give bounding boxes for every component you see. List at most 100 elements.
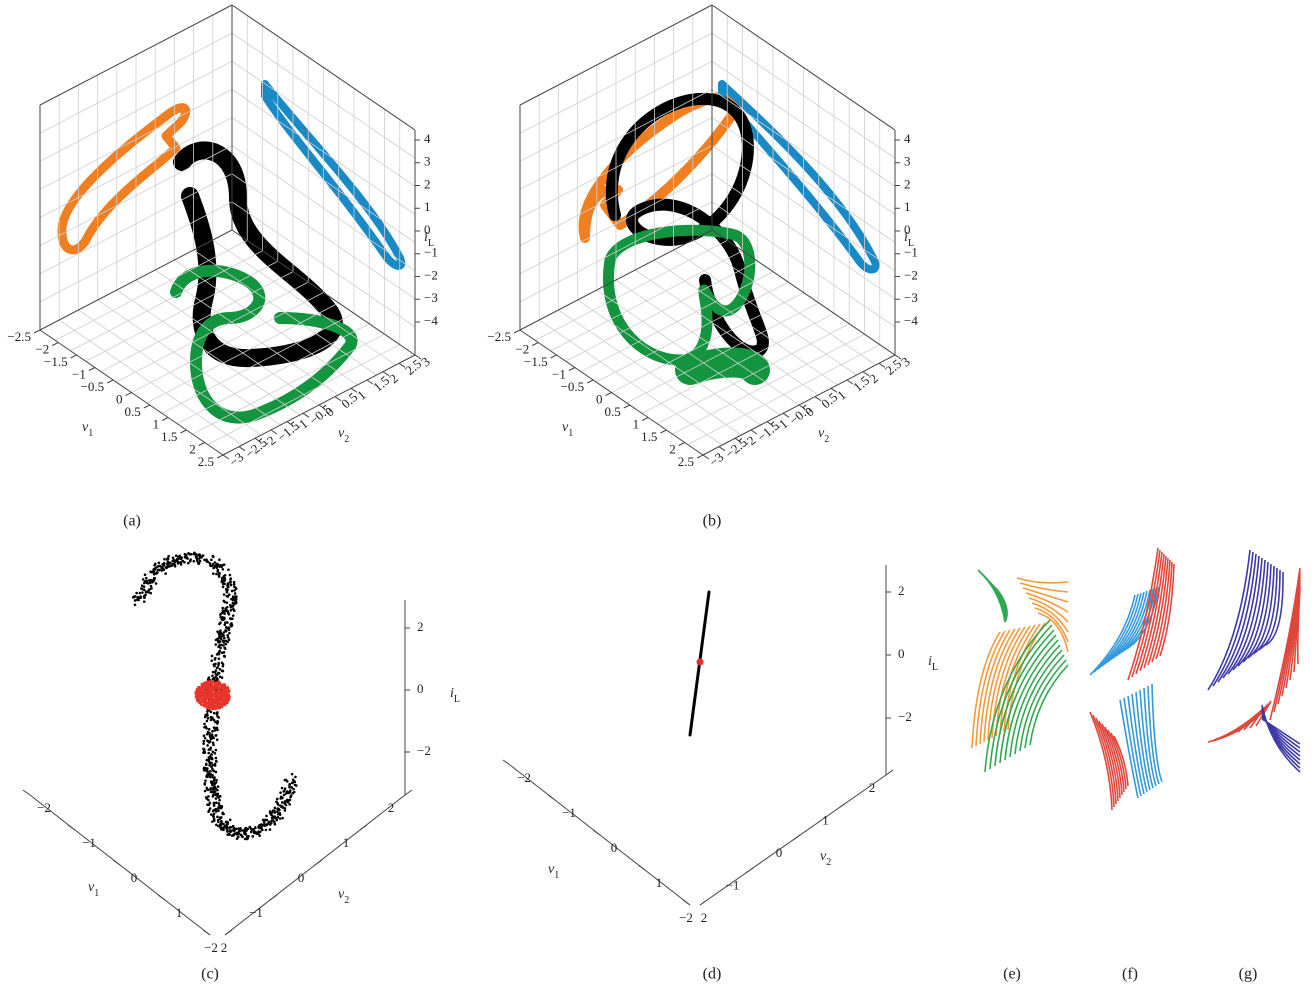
v1-tick-label: 0.5 — [125, 404, 141, 419]
point — [249, 826, 252, 829]
point — [224, 647, 227, 650]
point — [218, 799, 221, 802]
v1-tick-label: 1 — [656, 875, 663, 890]
point — [222, 634, 225, 637]
point — [221, 652, 224, 655]
point — [224, 703, 227, 706]
tick-mark — [162, 418, 168, 421]
point — [171, 564, 174, 567]
tick-mark — [199, 443, 205, 446]
point — [198, 700, 201, 703]
v2-tick-label: 0 — [298, 870, 305, 885]
point — [195, 695, 198, 698]
tick-mark — [551, 355, 557, 358]
point — [206, 788, 209, 791]
point — [269, 812, 272, 815]
v2-tick-label: 0 — [776, 845, 783, 860]
point — [205, 775, 208, 778]
point — [144, 573, 147, 576]
point — [142, 578, 145, 581]
point — [149, 592, 152, 595]
point — [255, 831, 258, 834]
point — [207, 684, 210, 687]
il-tick-label: 2 — [904, 176, 911, 191]
tick-mark — [683, 900, 690, 905]
tick-mark — [144, 405, 150, 408]
point — [134, 599, 137, 602]
axis-sub: 1 — [94, 888, 99, 899]
v1-tick-label: 0.5 — [605, 404, 621, 419]
point — [185, 554, 188, 557]
tick-mark — [23, 790, 30, 795]
point — [284, 800, 287, 803]
point — [212, 701, 215, 704]
point — [223, 577, 226, 580]
point — [227, 636, 230, 639]
point — [223, 563, 226, 566]
point — [209, 748, 212, 751]
point — [223, 686, 226, 689]
point — [295, 784, 298, 787]
v1-tick-label: −2.5 — [487, 329, 511, 344]
point — [209, 770, 212, 773]
point — [229, 819, 232, 822]
trajectory — [1262, 711, 1300, 760]
point — [219, 629, 222, 632]
point — [219, 647, 222, 650]
point — [225, 825, 228, 828]
point — [226, 823, 229, 826]
point — [281, 817, 284, 820]
point — [274, 823, 277, 826]
point — [212, 707, 215, 710]
point — [179, 555, 182, 558]
point — [281, 801, 284, 804]
point — [216, 713, 219, 716]
point — [216, 653, 219, 656]
point — [217, 809, 220, 812]
point — [203, 723, 206, 726]
point — [189, 560, 192, 563]
point — [226, 828, 229, 831]
tick-mark — [638, 865, 645, 870]
tick-mark — [747, 868, 754, 873]
point — [210, 754, 213, 757]
point — [219, 613, 222, 616]
point — [215, 677, 218, 680]
trajectory — [1148, 686, 1159, 784]
v1-tick-label: −1 — [82, 835, 96, 850]
il-tick-label: −4 — [424, 313, 438, 328]
point — [199, 554, 202, 557]
point — [215, 801, 218, 804]
point — [221, 607, 224, 610]
point — [153, 579, 156, 582]
point — [235, 587, 238, 590]
v1-tick-label: 1 — [633, 416, 640, 431]
point — [196, 688, 199, 691]
il-tick-label: −3 — [904, 290, 918, 305]
point — [203, 726, 206, 729]
point — [204, 714, 207, 717]
point — [275, 801, 278, 804]
point — [156, 565, 159, 568]
point — [197, 694, 200, 697]
point — [225, 640, 228, 643]
point — [205, 727, 208, 730]
tick-mark — [89, 368, 95, 371]
point — [213, 665, 216, 668]
point — [211, 674, 214, 677]
point — [234, 595, 237, 598]
point — [211, 784, 214, 787]
point — [218, 688, 221, 691]
axis-label: ν2 — [818, 426, 829, 445]
point — [291, 782, 294, 785]
point — [207, 752, 210, 755]
point — [212, 677, 215, 680]
point — [281, 787, 284, 790]
point — [272, 809, 275, 812]
point — [226, 591, 229, 594]
v2-tick-label: −1 — [726, 877, 740, 892]
point — [217, 785, 220, 788]
axis-label: ν1 — [88, 880, 99, 899]
point — [187, 562, 190, 565]
point — [205, 796, 208, 799]
